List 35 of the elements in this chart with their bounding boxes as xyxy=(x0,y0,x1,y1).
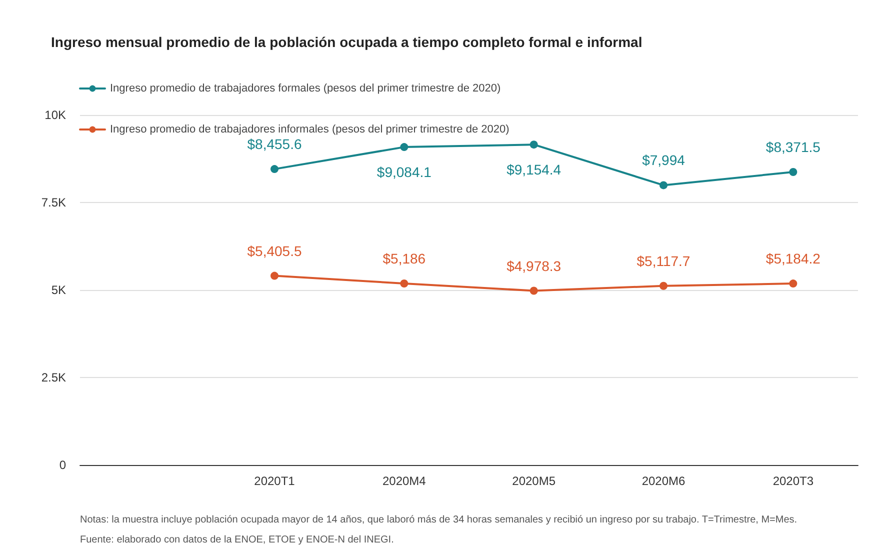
point xyxy=(270,272,278,280)
legend-label: Ingreso promedio de trabajadores informales (pesos del primer trimestre de 2020) xyxy=(110,124,510,136)
x-tick-label: 2020M4 xyxy=(382,474,426,488)
data-label: $5,186 xyxy=(382,250,426,266)
data-label: $7,994 xyxy=(642,152,686,168)
data-label: $5,117.7 xyxy=(636,252,690,269)
point xyxy=(789,168,798,176)
y-tick-label: 2.5K xyxy=(41,370,66,384)
y-tick-label: 0 xyxy=(59,458,66,472)
legend-label: Ingreso promedio de trabajadores formales (pesos del primer trimestre de 2020) xyxy=(110,82,501,94)
data-label: $9,154.4 xyxy=(506,162,562,178)
x-tick-label: 2020M6 xyxy=(642,474,686,488)
x-tick-label: 2020T1 xyxy=(254,474,296,488)
data-label: $5,405.5 xyxy=(247,242,302,259)
data-label: $5,184.2 xyxy=(766,250,821,267)
y-tick-label: 5K xyxy=(51,283,66,297)
point xyxy=(789,280,798,288)
point xyxy=(270,165,278,174)
y-tick-label: 7.5K xyxy=(41,196,66,210)
point xyxy=(400,279,408,288)
point xyxy=(530,140,538,149)
y-tick-label: 10K xyxy=(44,108,66,122)
data-label: $9,084.1 xyxy=(376,164,432,180)
chart-title: Ingreso mensual promedio de la población ocupada a tiempo completo formal e informal xyxy=(51,34,642,50)
point xyxy=(400,143,408,152)
x-tick-label: 2020M5 xyxy=(512,474,556,488)
source-note: Fuente: elaborado con datos de la ENOE, ETOE y ENOE-N del INEGI. xyxy=(80,534,394,546)
data-label: $4,978.3 xyxy=(506,258,562,274)
data-label: $8,455.6 xyxy=(247,136,302,152)
text: Notas: la muestra incluye población ocupada mayor de 14 años, que laboró más de 34 horas semanales y recibió un ingreso por su trabajo. T=Trimestre, M=Mes. xyxy=(80,514,798,526)
point xyxy=(530,286,538,295)
point xyxy=(660,282,668,290)
point xyxy=(660,181,668,190)
data-label: $8,371.5 xyxy=(766,138,821,155)
x-tick-label: 2020T3 xyxy=(772,474,814,488)
